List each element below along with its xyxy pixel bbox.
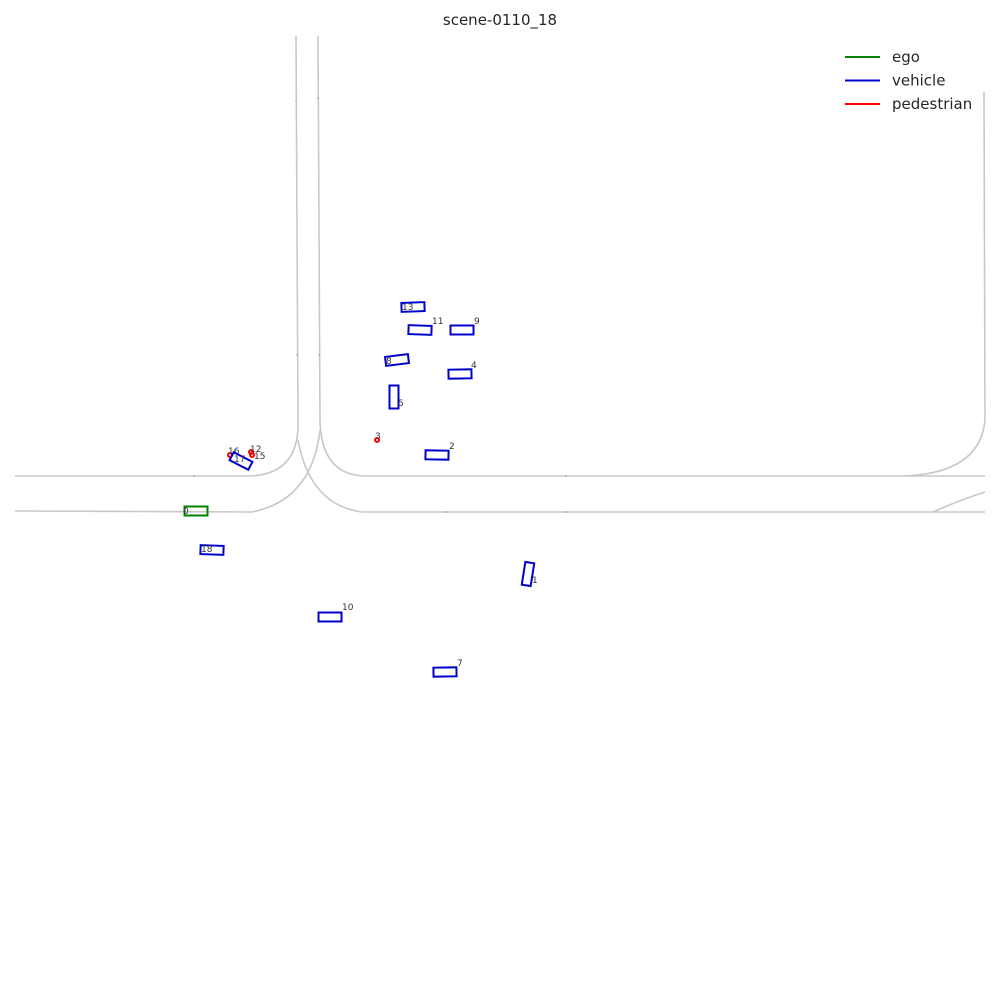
road-network bbox=[14, 35, 986, 513]
agent-8: 8 bbox=[383, 353, 411, 367]
vehicle-box bbox=[424, 449, 450, 461]
agent-1: 1 bbox=[520, 560, 538, 588]
agent-id-label: 10 bbox=[342, 603, 354, 613]
curve-north-through bbox=[251, 429, 321, 513]
pedestrian-marker bbox=[249, 452, 255, 458]
agent-15: 15 bbox=[249, 452, 265, 462]
vehicle-box bbox=[407, 324, 433, 336]
agent-id-label: 18 bbox=[201, 545, 213, 555]
agent-18: 18 bbox=[199, 544, 225, 556]
agent-id-label: 8 bbox=[386, 357, 392, 367]
vehicle-box bbox=[383, 353, 411, 367]
legend-label-ego: ego bbox=[892, 48, 920, 66]
agent-id-label: 7 bbox=[457, 659, 463, 669]
lane-line-north-right bbox=[317, 35, 321, 421]
agent-0: 0 bbox=[183, 505, 209, 517]
agent-id-label: 17 bbox=[234, 455, 245, 465]
agent-id-label: 2 bbox=[449, 442, 455, 452]
agent-id-label: 4 bbox=[471, 361, 477, 371]
agent-7: 7 bbox=[432, 659, 463, 678]
agent-id-label: 12 bbox=[250, 445, 261, 455]
agent-11: 11 bbox=[407, 317, 443, 336]
vehicle-box bbox=[400, 301, 426, 313]
agent-id-label: 11 bbox=[432, 317, 443, 327]
curve-east-corner-upper bbox=[901, 419, 986, 477]
agent-10: 10 bbox=[317, 603, 354, 623]
agent-id-label: 13 bbox=[402, 303, 413, 313]
legend-label-vehicle: vehicle bbox=[892, 72, 945, 90]
curve-north-to-east bbox=[319, 419, 366, 477]
agent-17: 17 bbox=[228, 450, 254, 472]
scene-title: scene-0110_18 bbox=[442, 11, 558, 29]
agent-id-label: 15 bbox=[254, 452, 265, 462]
legend-label-pedestrian: pedestrian bbox=[892, 95, 972, 113]
vehicle-box bbox=[432, 666, 458, 678]
vehicle-box bbox=[388, 384, 400, 410]
agent-2: 2 bbox=[424, 442, 455, 461]
lane-line-north-left bbox=[295, 35, 299, 421]
pedestrian-marker bbox=[374, 437, 380, 443]
lane-line-east-vertical bbox=[983, 91, 986, 421]
agent-3: 3 bbox=[374, 432, 381, 443]
ego-box bbox=[183, 505, 209, 517]
agent-id-label: 0 bbox=[183, 507, 189, 517]
vehicle-box bbox=[520, 560, 536, 588]
vehicle-box bbox=[449, 324, 475, 336]
curve-north-to-west bbox=[249, 419, 299, 477]
vehicle-box bbox=[447, 368, 473, 380]
curve-east-corner-lower bbox=[932, 491, 986, 513]
agent-id-label: 3 bbox=[375, 432, 381, 442]
agent-5: 5 bbox=[388, 384, 404, 410]
agent-id-label: 5 bbox=[398, 399, 404, 409]
lane-line-west-lower bbox=[14, 510, 253, 513]
vehicle-box bbox=[317, 611, 343, 623]
vehicle-box bbox=[199, 544, 225, 556]
agent-9: 9 bbox=[449, 317, 480, 336]
curve-crossing bbox=[297, 439, 363, 513]
agent-id-label: 1 bbox=[532, 576, 538, 586]
agent-13: 13 bbox=[400, 301, 426, 313]
agent-4: 4 bbox=[447, 361, 477, 380]
agent-id-label: 9 bbox=[474, 317, 480, 327]
legend: ego vehicle pedestrian bbox=[845, 48, 972, 113]
vehicle-box bbox=[228, 450, 254, 472]
